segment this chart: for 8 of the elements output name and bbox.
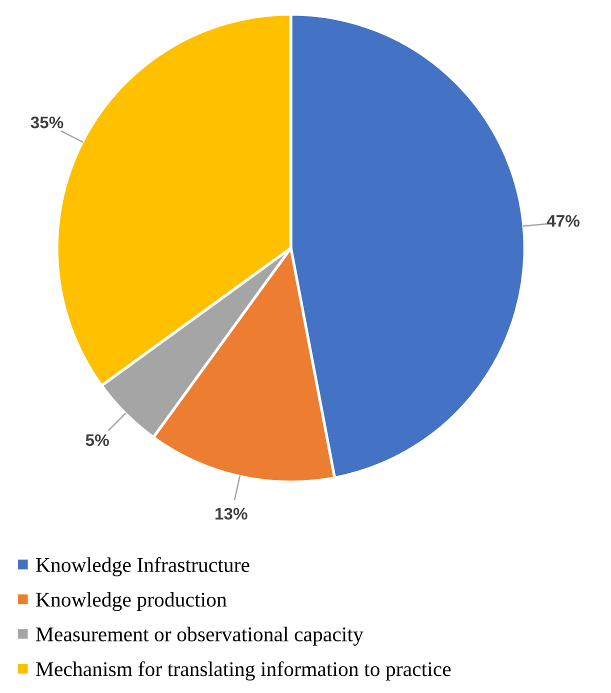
data-label: 35% bbox=[30, 116, 64, 128]
legend-label: Mechanism for translating information to practice bbox=[36, 661, 451, 680]
legend-label: Measurement or observational capacity bbox=[36, 626, 364, 646]
data-label: 47% bbox=[546, 215, 580, 227]
legend-label: Knowledge Infrastructure bbox=[36, 557, 250, 576]
data-label: 5% bbox=[86, 434, 109, 446]
data-label: 13% bbox=[216, 508, 248, 520]
legend-label: Knowledge production bbox=[36, 592, 227, 612]
